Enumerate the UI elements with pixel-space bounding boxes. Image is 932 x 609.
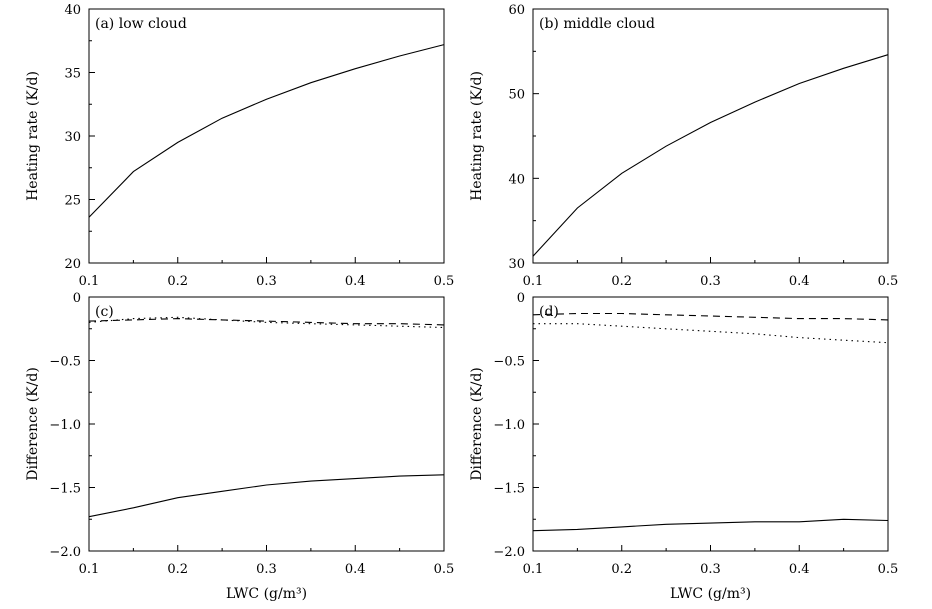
y-tick-label: −2.0 [493,545,525,560]
y-tick-label: 35 [64,67,81,82]
x-tick-label: 0.3 [700,562,721,577]
plot-frame [532,8,889,264]
y-tick-label: 25 [64,194,81,209]
x-tick-label: 0.5 [878,274,899,289]
panel-b: 0.1 0.2 0.3 0.4 0.5 30 40 50 60 Heating rate (K/d… [469,3,898,289]
y-tick-label: −1.0 [49,418,81,433]
plot-frame [88,8,445,264]
y-tick-label: 0 [73,291,81,306]
plot-frame [88,296,445,552]
x-tick-label: 0.2 [167,562,188,577]
plot-frame [532,296,889,552]
panel-label: (a) low cloud [95,16,187,32]
x-tick-label: 0.5 [434,274,455,289]
x-tick-label: 0.3 [700,274,721,289]
series-line-dotted [533,323,889,344]
series-line-solid [532,518,889,532]
series-line-dashed [88,318,445,326]
y-tick-label: −0.5 [49,355,81,370]
y-axis-label: Heating rate (K/d) [469,71,485,201]
y-tick-label: −1.5 [49,482,81,497]
series-line-solid [88,44,445,218]
y-tick-label: −2.0 [49,545,81,560]
x-tick-label: 0.1 [523,562,544,577]
series-line-dotted [88,316,445,329]
x-tick-label: 0.1 [79,562,100,577]
x-tick-label: 0.4 [345,274,366,289]
x-tick-label: 0.1 [523,274,544,289]
y-tick-label: −0.5 [493,355,525,370]
y-tick-label: 0 [517,291,525,306]
panel-d: 0.1 0.2 0.3 0.4 0.5 −2.0 −1.5 −1.0 −0.5 0 Differen… [469,291,898,602]
x-tick-label: 0.4 [789,562,810,577]
panel-a: 0.1 0.2 0.3 0.4 0.5 20 25 30 35 40 Heating rate (K… [25,3,454,289]
x-axis-label: LWC (g/m³) [226,586,307,602]
x-tick-label: 0.2 [611,562,632,577]
x-tick-label: 0.5 [878,562,899,577]
series-line-solid [88,474,445,518]
panel-c: 0.1 0.2 0.3 0.4 0.5 −2.0 −1.5 −1.0 −0.5 0 Differen… [25,291,454,602]
panel-label: (d) [539,304,559,320]
y-axis-label: Difference (K/d) [25,367,41,481]
x-axis-label: LWC (g/m³) [670,586,751,602]
y-axis-label: Difference (K/d) [469,367,485,481]
y-tick-label: 40 [64,3,81,18]
x-tick-label: 0.5 [434,562,455,577]
y-tick-label: 30 [64,130,81,145]
x-tick-label: 0.3 [256,274,277,289]
x-tick-label: 0.4 [345,562,366,577]
y-axis-label: Heating rate (K/d) [25,71,41,201]
x-tick-label: 0.4 [789,274,810,289]
x-tick-label: 0.2 [611,274,632,289]
y-tick-label: 60 [508,3,525,18]
x-tick-label: 0.1 [79,274,100,289]
y-tick-label: 20 [64,257,81,272]
panel-label: (b) middle cloud [539,16,655,32]
panel-label: (c) [95,304,114,320]
y-tick-label: −1.0 [493,418,525,433]
y-tick-label: 50 [508,88,525,103]
y-tick-label: −1.5 [493,482,525,497]
y-tick-label: 40 [508,172,525,187]
x-tick-label: 0.2 [167,274,188,289]
series-line-solid [532,54,889,257]
y-tick-label: 30 [508,257,525,272]
series-line-dashed [532,312,889,321]
x-tick-label: 0.3 [256,562,277,577]
